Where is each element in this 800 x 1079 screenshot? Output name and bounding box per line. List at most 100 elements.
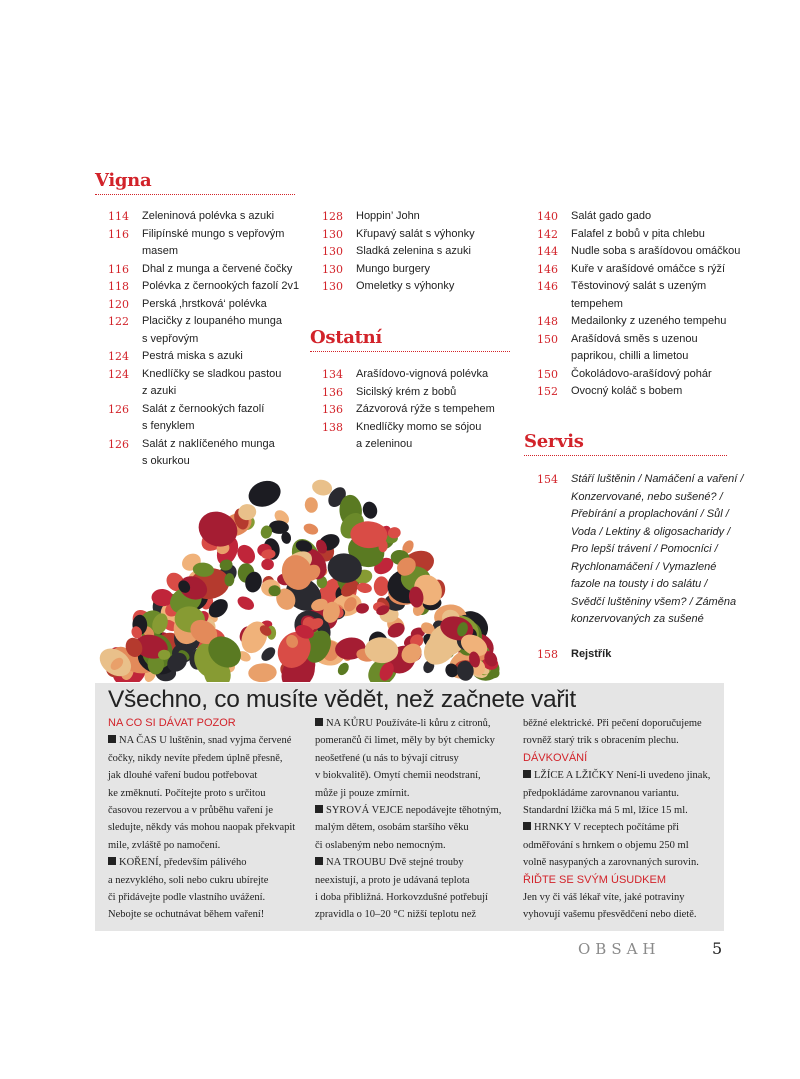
bean-shape bbox=[387, 622, 405, 638]
bean-shape bbox=[158, 649, 171, 660]
bullet-square-icon bbox=[315, 857, 323, 866]
toc-entry[interactable]: 116 Dhal z munga a červené čočky bbox=[108, 261, 318, 279]
toc-entry[interactable]: 150 Arašídová směs s uzenou paprikou, chi… bbox=[537, 331, 757, 366]
toc-entry-title: Knedlíčky momo se sójou a zeleninou bbox=[356, 420, 482, 451]
toc-page-number: 126 bbox=[108, 437, 129, 451]
toc-entry[interactable]: 144 Nudle soba s arašídovou omáčkou bbox=[537, 243, 757, 261]
info-paragraph-text: Jen vy či váš lékař víte, jaké potraviny… bbox=[523, 892, 697, 921]
toc-entry-title: Medailonky z uzeného tempehu bbox=[571, 315, 727, 327]
toc-page-number: 146 bbox=[537, 280, 558, 293]
info-paragraph-text: Používáte-li kůru z citronů, pomerančů č… bbox=[315, 718, 495, 799]
bean-shape bbox=[260, 525, 273, 539]
toc-entry[interactable]: 150 Čokoládovo-arašídový pohár bbox=[537, 366, 757, 384]
bean-shape bbox=[305, 630, 331, 663]
bean-shape bbox=[268, 520, 289, 534]
info-paragraph-text: nepodávejte těhotným, malým dětem, osobá… bbox=[315, 805, 502, 851]
info-paragraph: NA KŮRU Používáte-li kůru z citronů, pom… bbox=[315, 715, 520, 802]
section-title-ostatni: Ostatní bbox=[310, 327, 510, 352]
info-paragraph-label: HRNKY bbox=[534, 822, 571, 834]
info-paragraph-text: běžné elektrické. Při pečení doporučujem… bbox=[523, 718, 702, 747]
toc-entry[interactable]: 146 Těstovinový salát s uzeným tempehem bbox=[537, 278, 757, 313]
toc-entry-title: Sicilský krém z bobů bbox=[356, 385, 457, 398]
toc-entry-title: Placičky z loupaného munga s vepřovým bbox=[142, 315, 283, 345]
toc-entry-title: Falafel z bobů v pita chlebu bbox=[571, 227, 705, 240]
toc-entry[interactable]: 124 Pestrá miska s azuki bbox=[108, 348, 318, 366]
toc-entry[interactable]: 130 Mungo burgery bbox=[322, 261, 522, 279]
toc-entry-title: Omeletky s výhonky bbox=[356, 280, 455, 292]
bean-shape bbox=[423, 630, 458, 665]
bean-shape bbox=[167, 652, 187, 672]
toc-entry-title: Hoppin’ John bbox=[356, 210, 420, 222]
toc-entry-title: Čokoládovo-arašídový pohár bbox=[571, 367, 712, 380]
toc-entry[interactable]: 126 Salát z černookých fazolí s fenyklem bbox=[108, 401, 318, 436]
toc-entry[interactable]: 158 Rejstřík bbox=[537, 646, 737, 664]
toc-list-servis: 154 Stáří luštěnin / Namáčení a vaření / … bbox=[537, 471, 777, 629]
toc-entry[interactable]: 122 Placičky z loupaného munga s vepřovým bbox=[108, 313, 318, 348]
bean-shape bbox=[295, 624, 314, 639]
toc-entry[interactable]: 146 Kuře v arašídové omáčce s rýží bbox=[537, 261, 757, 279]
bean-shape bbox=[131, 626, 142, 639]
bean-shape bbox=[356, 582, 372, 593]
toc-page-number: 130 bbox=[322, 262, 343, 276]
bean-shape bbox=[147, 654, 165, 675]
bean-shape bbox=[276, 588, 296, 610]
toc-entry[interactable]: 118 Polévka z černookých fazolí 2v1 bbox=[108, 278, 318, 296]
toc-entry[interactable]: 154 Stáří luštěnin / Namáčení a vaření / … bbox=[537, 471, 777, 629]
bean-shape bbox=[356, 603, 369, 614]
toc-entry[interactable]: 130 Sladká zelenina s azuki bbox=[322, 243, 522, 261]
toc-list-ostatni-2: 140 Salát gado gado 142 Falafel z bobů v pi… bbox=[537, 208, 757, 401]
toc-entry[interactable]: 140 Salát gado gado bbox=[537, 208, 757, 226]
bean-shape bbox=[312, 479, 333, 496]
bean-shape bbox=[295, 540, 313, 553]
bean-shape bbox=[341, 580, 359, 597]
toc-entry[interactable]: 152 Ovocný koláč s bobem bbox=[537, 383, 757, 401]
beans-photo bbox=[99, 479, 500, 682]
bullet-square-icon bbox=[523, 770, 531, 779]
toc-entry[interactable]: 126 Salát z naklíčeného munga s okurkou bbox=[108, 436, 318, 471]
toc-page-number: 150 bbox=[537, 332, 558, 346]
bean-shape bbox=[364, 637, 399, 664]
section-title-servis: Servis bbox=[524, 431, 727, 456]
toc-entry[interactable]: 114 Zeleninová polévka s azuki bbox=[108, 208, 318, 226]
bean-shape bbox=[277, 631, 311, 668]
toc-page-number: 120 bbox=[108, 297, 129, 311]
bean-shape bbox=[445, 663, 459, 678]
bean-shape bbox=[408, 586, 424, 608]
bean-shape bbox=[456, 660, 474, 681]
toc-entry[interactable]: 136 Zázvorová rýže s tempehem bbox=[322, 401, 522, 419]
info-paragraph-label: LŽÍCE A LŽIČKY bbox=[534, 770, 614, 782]
info-paragraph: NA ČAS U luštěnin, snad vyjma červené čo… bbox=[108, 732, 313, 854]
toc-entry[interactable]: 138 Knedlíčky momo se sójou a zeleninou bbox=[322, 419, 522, 454]
toc-entry[interactable]: 124 Knedlíčky se sladkou pastou z azuki bbox=[108, 366, 318, 401]
bean-shape bbox=[261, 549, 276, 560]
bean-shape bbox=[245, 571, 262, 593]
toc-page-number: 154 bbox=[537, 473, 558, 486]
info-paragraph: LŽÍCE A LŽIČKY Není-li uvedeno jinak, př… bbox=[523, 767, 723, 819]
toc-entry[interactable]: 116 Filipínské mungo s vepřovým masem bbox=[108, 226, 318, 261]
info-paragraph-label: KOŘENÍ bbox=[119, 857, 159, 869]
info-paragraph-label: NA ČAS bbox=[119, 735, 157, 747]
bean-shape bbox=[401, 643, 422, 664]
bean-shape bbox=[457, 622, 468, 637]
toc-entry-title: Filipínské mungo s vepřovým masem bbox=[142, 227, 285, 258]
toc-entry[interactable]: 136 Sicilský krém z bobů bbox=[322, 384, 522, 402]
bean-shape bbox=[259, 625, 272, 636]
toc-entry[interactable]: 148 Medailonky z uzeného tempehu bbox=[537, 313, 757, 331]
bean-shape bbox=[484, 651, 498, 667]
info-heading: DÁVKOVÁNÍ bbox=[523, 751, 588, 764]
info-paragraph-label: NA TROUBU bbox=[326, 857, 387, 869]
bean-shape bbox=[362, 501, 378, 519]
toc-entry-title: Sladká zelenina s azuki bbox=[356, 245, 471, 257]
toc-entry-title: Salát z černookých fazolí s fenyklem bbox=[142, 402, 265, 433]
bean-shape bbox=[237, 651, 251, 662]
toc-entry[interactable]: 128 Hoppin’ John bbox=[322, 208, 522, 226]
toc-entry[interactable]: 130 Omeletky s výhonky bbox=[322, 278, 522, 296]
toc-entry-title: Stáří luštěnin / Namáčení a vaření / Kon… bbox=[571, 473, 744, 625]
toc-entry[interactable]: 142 Falafel z bobů v pita chlebu bbox=[537, 226, 757, 244]
toc-entry[interactable]: 134 Arašídovo-vignová polévka bbox=[322, 366, 522, 384]
toc-entry[interactable]: 130 Křupavý salát s výhonky bbox=[322, 226, 522, 244]
toc-entry[interactable]: 120 Perská ‚hrstková‘ polévka bbox=[108, 296, 318, 314]
bean-shape bbox=[402, 540, 414, 554]
bean-shape bbox=[303, 523, 319, 535]
toc-entry-title: Polévka z černookých fazolí 2v1 bbox=[142, 280, 300, 292]
